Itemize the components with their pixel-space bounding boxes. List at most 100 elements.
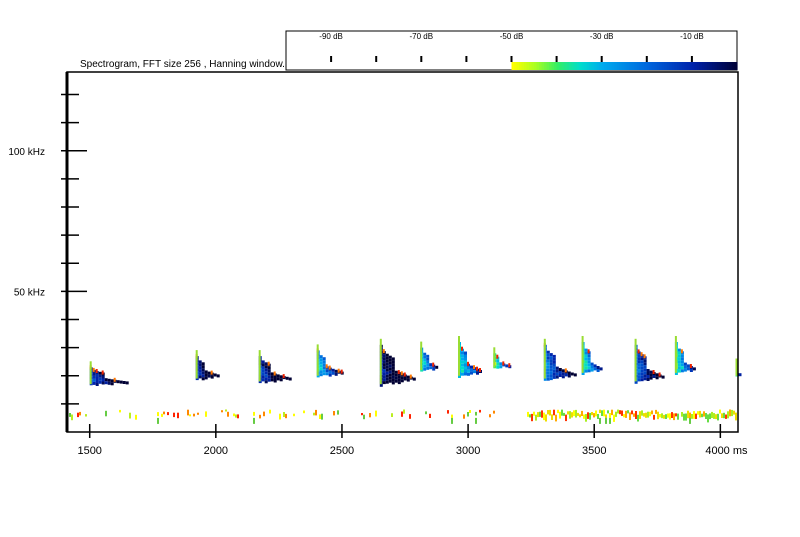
spectrogram-cell [469, 410, 471, 413]
spectrogram-cell [157, 417, 159, 424]
spectrogram-cell [717, 413, 719, 421]
spectrogram-cell [322, 363, 326, 367]
spectrogram-cell [559, 411, 561, 419]
spectrogram-cell [596, 366, 600, 369]
spectrogram-cell [546, 371, 550, 375]
colorbar-swatch [656, 62, 660, 70]
spectrogram-cell [375, 410, 377, 417]
spectrogram-cell [555, 369, 559, 373]
spectrogram-cell [261, 372, 265, 376]
spectrogram-cell [649, 411, 651, 417]
spectrogram-cell [489, 414, 491, 418]
spectrogram-cell [135, 414, 137, 420]
spectrogram-cell [213, 373, 217, 377]
spectrogram-cell [637, 378, 641, 382]
spectrogram-cell [639, 411, 641, 419]
spectrogram-cell [391, 360, 395, 364]
spectrogram-cell [279, 378, 283, 382]
spectrogram-cell [464, 354, 467, 358]
colorbar-swatch [706, 62, 711, 70]
spectrogram-cell [95, 377, 99, 380]
spectrogram-cell [451, 417, 453, 424]
spectrogram-cell [325, 372, 329, 376]
spectrogram-cell [167, 412, 169, 416]
spectrogram-cell [423, 361, 427, 365]
spectrogram-cell [464, 372, 467, 376]
spectrogram-cell [695, 413, 697, 419]
colorbar-swatch [559, 62, 563, 70]
colorbar-swatch [661, 62, 665, 70]
spectrogram-cell [400, 376, 404, 380]
spectrogram-cell [201, 377, 205, 381]
spectrogram-cell [110, 382, 114, 386]
spectrogram-cell [328, 370, 332, 374]
spectrogram-cell [116, 380, 120, 384]
spectrogram-cell [388, 355, 392, 359]
spectrogram-cell [692, 367, 696, 371]
spectrogram-cell [701, 413, 703, 418]
spectrogram-cell [463, 414, 465, 419]
spectrogram-cell [331, 371, 335, 375]
spectrogram-cell [552, 366, 556, 370]
colorbar-swatch [529, 62, 533, 70]
spectrogram-cell [225, 409, 227, 412]
y-tick-label: 50 kHz [14, 287, 45, 298]
spectrogram-cell [400, 379, 404, 383]
spectrogram-cell [104, 381, 108, 385]
colorbar-swatch [714, 62, 718, 70]
spectrogram-cell [426, 354, 430, 358]
spectrogram-cell [334, 369, 338, 373]
spectrogram-cell [79, 411, 81, 416]
spectrogram-cell [543, 338, 546, 379]
spectrogram-cell [584, 360, 588, 364]
colorbar-swatch [649, 62, 653, 70]
spectrogram-cell [337, 410, 339, 415]
spectrogram-cell [303, 410, 305, 414]
spectrogram-cell [680, 360, 684, 364]
colorbar-swatch [544, 62, 548, 70]
spectrogram-cell [587, 366, 591, 370]
spectrogram-cell [649, 373, 653, 377]
spectrogram-cell [432, 362, 435, 367]
spectrogram-cell [549, 409, 551, 416]
spectrogram-cell [379, 338, 382, 385]
colorbar-swatch [604, 62, 608, 70]
colorbar-swatch [671, 62, 675, 70]
spectrogram-cell [549, 365, 553, 369]
colorbar-swatch [696, 62, 701, 70]
spectrogram-cell [322, 357, 326, 361]
colorbar-swatch [694, 62, 698, 70]
spectrogram-cell [738, 373, 742, 377]
spectrogram-cell [680, 366, 684, 370]
spectrogram-cell [113, 377, 116, 382]
spectrogram-cell [391, 413, 393, 417]
colorbar-swatch [554, 62, 558, 70]
spectrogram-cell [285, 413, 287, 419]
spectrogram-cell [545, 414, 547, 422]
spectrogram-cell [397, 370, 400, 375]
colorbar-tick-label: -10 dB [680, 32, 704, 41]
spectrogram-cell [677, 348, 681, 352]
colorbar-swatch [659, 62, 663, 70]
colorbar-swatch [589, 62, 593, 70]
colorbar-swatch [546, 62, 550, 70]
spectrogram-cell [646, 378, 650, 381]
spectrogram-cell [583, 414, 585, 419]
spectrogram-cell [267, 372, 271, 376]
spectrogram-cell [633, 413, 635, 417]
spectrogram-cell [201, 362, 205, 366]
spectrogram-cell [391, 363, 395, 367]
spectrogram-cell [590, 362, 594, 366]
spectrogram-cell [661, 413, 663, 419]
spectrogram-cell [567, 371, 571, 375]
spectrogram-cell [107, 378, 111, 382]
spectrogram-cell [470, 368, 473, 372]
spectrogram-cell [652, 375, 656, 378]
spectrogram-cell [464, 351, 467, 355]
spectrogram-cell [546, 377, 550, 381]
colorbar-swatch [616, 62, 620, 70]
spectrogram-cell [571, 412, 573, 418]
spectrogram-cell [555, 366, 559, 370]
spectrogram-cell [403, 377, 407, 381]
spectrogram-cell [635, 411, 637, 419]
